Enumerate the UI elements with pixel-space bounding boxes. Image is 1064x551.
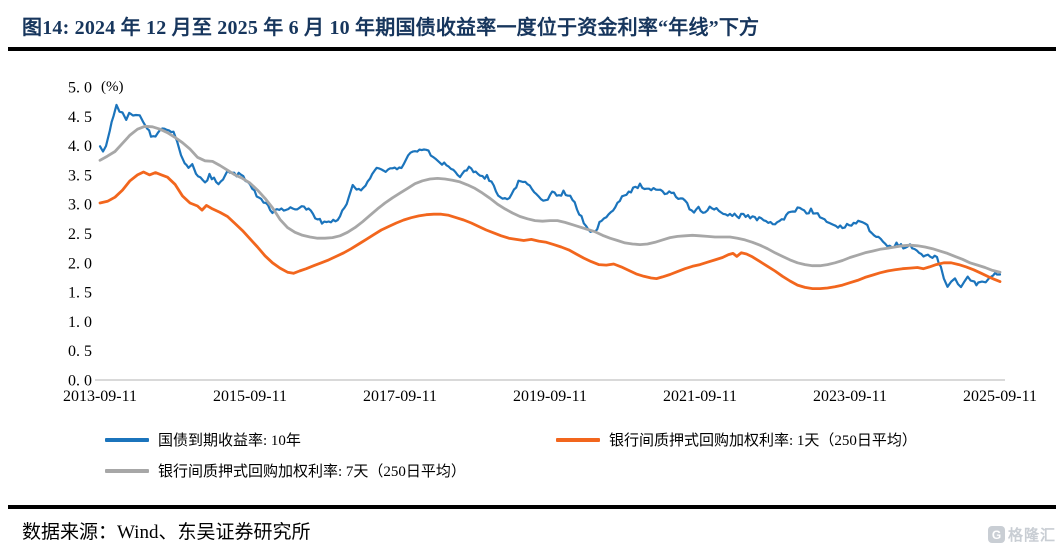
y-tick-label: 0. 0 xyxy=(68,373,92,390)
legend-item-repo-1d: 银行间质押式回购加权利率: 1天（250日平均） xyxy=(556,429,917,450)
x-tick-label: 2025-09-11 xyxy=(963,388,1037,405)
x-tick-label: 2017-09-11 xyxy=(363,388,437,405)
y-tick-label: 4. 0 xyxy=(68,138,92,155)
legend-label: 银行间质押式回购加权利率: 7天（250日平均） xyxy=(158,464,466,480)
legend-label: 银行间质押式回购加权利率: 1天（250日平均） xyxy=(609,433,917,449)
top-divider xyxy=(8,47,1056,51)
legend-swatch-gray-line xyxy=(105,468,149,473)
y-tick-label: 3. 0 xyxy=(68,197,92,214)
y-tick-label: 4. 5 xyxy=(68,109,92,126)
legend-item-repo-7d: 银行间质押式回购加权利率: 7天（250日平均） xyxy=(105,460,466,481)
gelonghui-logo-icon: G xyxy=(987,526,1005,543)
bottom-divider xyxy=(8,505,1056,509)
series-line-cgb10y xyxy=(98,103,1002,289)
y-tick-label: 2. 5 xyxy=(68,226,92,243)
legend-swatch-orange-line xyxy=(556,437,600,442)
gelonghui-logo-text: 格隆汇 xyxy=(1007,527,1056,544)
y-tick-label: 1. 5 xyxy=(68,285,92,302)
series-line-r001_250d xyxy=(98,170,1002,291)
x-tick-label: 2021-09-11 xyxy=(663,388,737,405)
figure-title: 图14: 2024 年 12 月至 2025 年 6 月 10 年期国债收益率一… xyxy=(22,17,760,39)
y-tick-label: 0. 5 xyxy=(68,343,92,360)
y-tick-label: 5. 0 xyxy=(68,80,92,97)
y-tick-label: 3. 5 xyxy=(68,167,92,184)
data-source: 数据来源：Wind、东吴证券研究所 xyxy=(22,522,311,543)
x-tick-label: 2019-09-11 xyxy=(513,388,587,405)
x-tick-label: 2023-09-11 xyxy=(813,388,887,405)
legend-item-treasury-10y: 国债到期收益率: 10年 xyxy=(105,429,301,450)
y-tick-label: 1. 0 xyxy=(68,314,92,331)
legend-label: 国债到期收益率: 10年 xyxy=(158,433,301,449)
y-axis-unit-label: (%) xyxy=(101,79,124,95)
y-tick-label: 2. 0 xyxy=(68,255,92,272)
legend-swatch-blue-line xyxy=(105,437,149,442)
x-tick-label: 2013-09-11 xyxy=(63,388,137,405)
series-line-r007_250d xyxy=(98,124,1002,274)
gelonghui-watermark: G 格隆汇 xyxy=(987,524,1056,545)
x-tick-label: 2015-09-11 xyxy=(213,388,287,405)
